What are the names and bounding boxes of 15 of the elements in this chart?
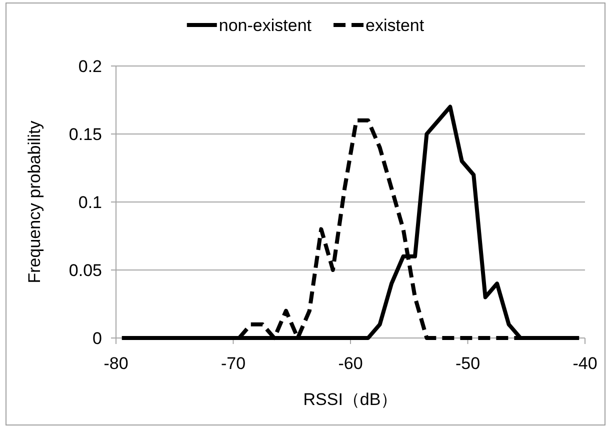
y-axis-title: Frequency probability bbox=[25, 120, 44, 284]
x-tick-label: -40 bbox=[572, 354, 598, 373]
line-series bbox=[120, 104, 582, 340]
y-tick-label: 0.1 bbox=[78, 193, 102, 212]
x-tick-label: -80 bbox=[104, 354, 128, 373]
legend-label: existent bbox=[366, 16, 424, 35]
x-tick-label: -70 bbox=[220, 354, 246, 373]
x-tick-label: -60 bbox=[338, 354, 363, 373]
x-axis-title: RSSI（dB） bbox=[303, 390, 398, 409]
y-tick-label: 0 bbox=[92, 329, 102, 348]
legend-label: non-existent bbox=[218, 16, 312, 35]
y-tick-label: 0.05 bbox=[68, 261, 102, 280]
y-tick-label: 0.2 bbox=[78, 57, 102, 76]
x-tick-label: -50 bbox=[455, 354, 480, 373]
y-tick-label: 0.15 bbox=[68, 125, 102, 144]
